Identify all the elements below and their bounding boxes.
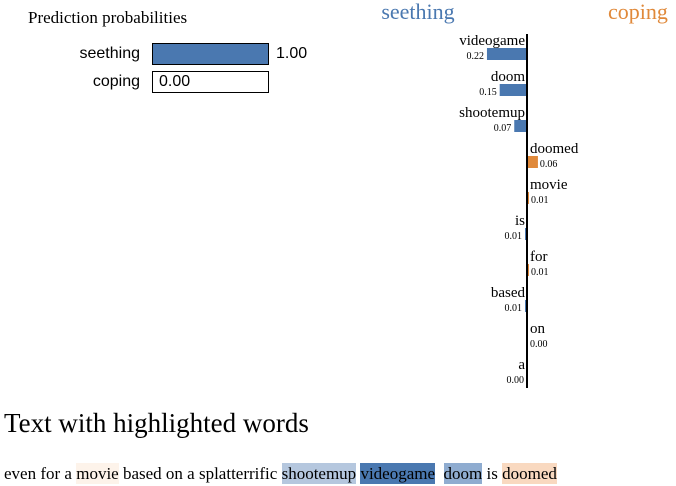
proba-label: seething: [79, 45, 141, 62]
plain-text: even for a: [4, 464, 77, 483]
feature-word-label: is: [515, 213, 525, 229]
feature-value-label: 0.01: [505, 231, 523, 242]
feature-value-label: 0.00: [507, 375, 525, 386]
proba-label: coping: [92, 73, 140, 90]
proba-row-coping: coping 0.00: [0, 71, 340, 95]
feature-word-label: shootemup: [459, 105, 525, 121]
feature-value-label: 0.06: [540, 159, 558, 170]
feature-bar: [514, 120, 527, 132]
highlighted-word: shootemup: [281, 463, 357, 484]
feature-word-label: movie: [530, 177, 568, 193]
feature-bar: [499, 84, 527, 96]
feature-bar: [486, 48, 527, 60]
plain-text: based on a splatterrific: [118, 464, 282, 483]
class-label-right: coping: [608, 0, 668, 24]
proba-value: 1.00: [276, 45, 308, 62]
feature-chart-svg: seething coping videogame 0.22 doom 0.15 shoot…: [381, 0, 668, 388]
feature-value-label: 0.15: [479, 87, 497, 98]
feature-value-label: 0.22: [466, 51, 484, 62]
feature-contribution-chart: seething coping videogame 0.22 doom 0.15 shoot…: [370, 0, 676, 400]
feature-word-label: videogame: [459, 33, 525, 49]
feature-word-label: doom: [491, 69, 526, 85]
highlighted-word: videogame: [360, 463, 436, 484]
prediction-probabilities-panel: Prediction probabilities seething 1.00 c…: [0, 0, 340, 110]
highlighted-word: doom: [443, 463, 483, 484]
feature-word-label: based: [491, 285, 526, 301]
feature-word-label: on: [530, 321, 546, 337]
proba-value: 0.00: [159, 73, 191, 90]
feature-value-label: 0.01: [531, 195, 549, 206]
prediction-probabilities-title: Prediction probabilities: [28, 8, 188, 27]
class-label-left: seething: [381, 0, 454, 24]
feature-bar: [527, 156, 538, 168]
feature-value-label: 0.07: [494, 123, 512, 134]
feature-value-label: 0.01: [531, 267, 549, 278]
highlighted-word: doomed: [502, 463, 557, 484]
plain-text: is: [482, 464, 503, 483]
proba-row-seething: seething 1.00: [0, 43, 340, 67]
feature-word-label: doomed: [530, 141, 579, 157]
plain-text: [435, 464, 444, 483]
feature-value-label: 0.00: [530, 339, 548, 350]
feature-value-label: 0.01: [505, 303, 523, 314]
proba-bar: 0.00: [152, 71, 269, 93]
highlighted-text-panel: Text with highlighted words even for a m…: [0, 400, 676, 484]
highlighted-text-body: even for a movie based on a splatterrifi…: [4, 462, 557, 486]
highlighted-text-title: Text with highlighted words: [4, 408, 309, 438]
feature-word-label: for: [530, 249, 548, 265]
proba-bar: [152, 43, 269, 65]
proba-bar-fill: [153, 44, 268, 64]
highlighted-word: movie: [76, 463, 119, 484]
feature-word-label: a: [518, 357, 525, 373]
